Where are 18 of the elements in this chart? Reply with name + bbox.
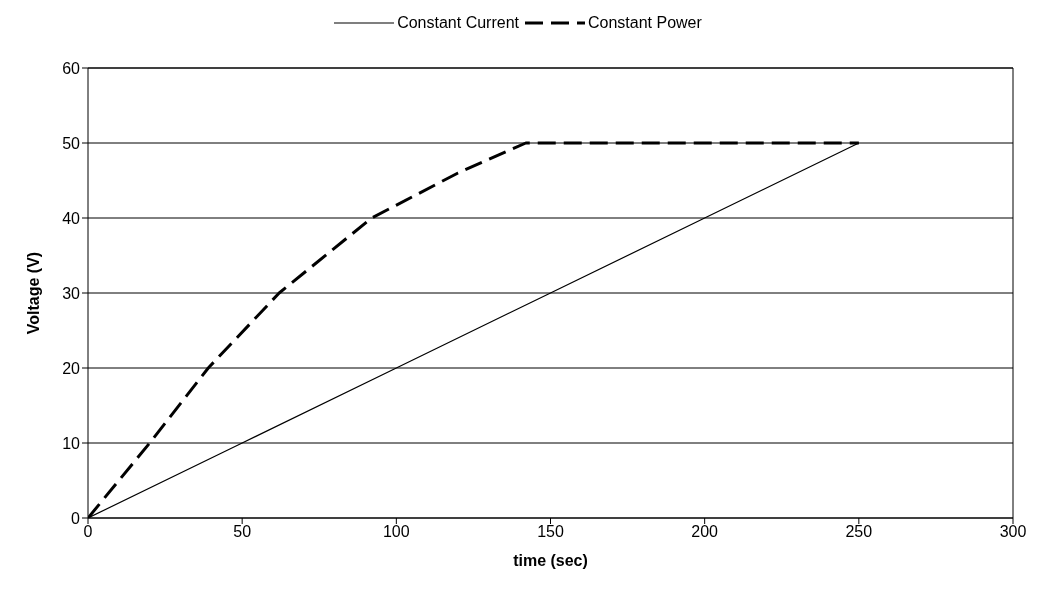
x-tick-label: 50 [233, 523, 252, 541]
y-tick-label: 30 [62, 284, 81, 302]
x-tick-label: 150 [537, 523, 564, 541]
x-tick-label: 300 [999, 523, 1027, 541]
y-tick-label: 40 [62, 209, 81, 227]
y-axis-title: Voltage (V) [24, 251, 42, 335]
legend-label: Constant Power [588, 14, 702, 32]
x-tick-label: 100 [382, 523, 410, 541]
x-tick-label: 250 [845, 523, 873, 541]
y-tick-label: 0 [71, 509, 81, 527]
legend-label: Constant Current [397, 14, 519, 32]
y-tick-label: 60 [62, 59, 81, 77]
y-tick-label: 20 [62, 359, 81, 377]
y-tick-label: 10 [62, 434, 81, 452]
y-tick-label: 50 [62, 134, 81, 152]
x-tick-label: 200 [691, 523, 719, 541]
x-axis-title: time (sec) [513, 552, 588, 569]
x-tick-label: 0 [83, 523, 93, 541]
